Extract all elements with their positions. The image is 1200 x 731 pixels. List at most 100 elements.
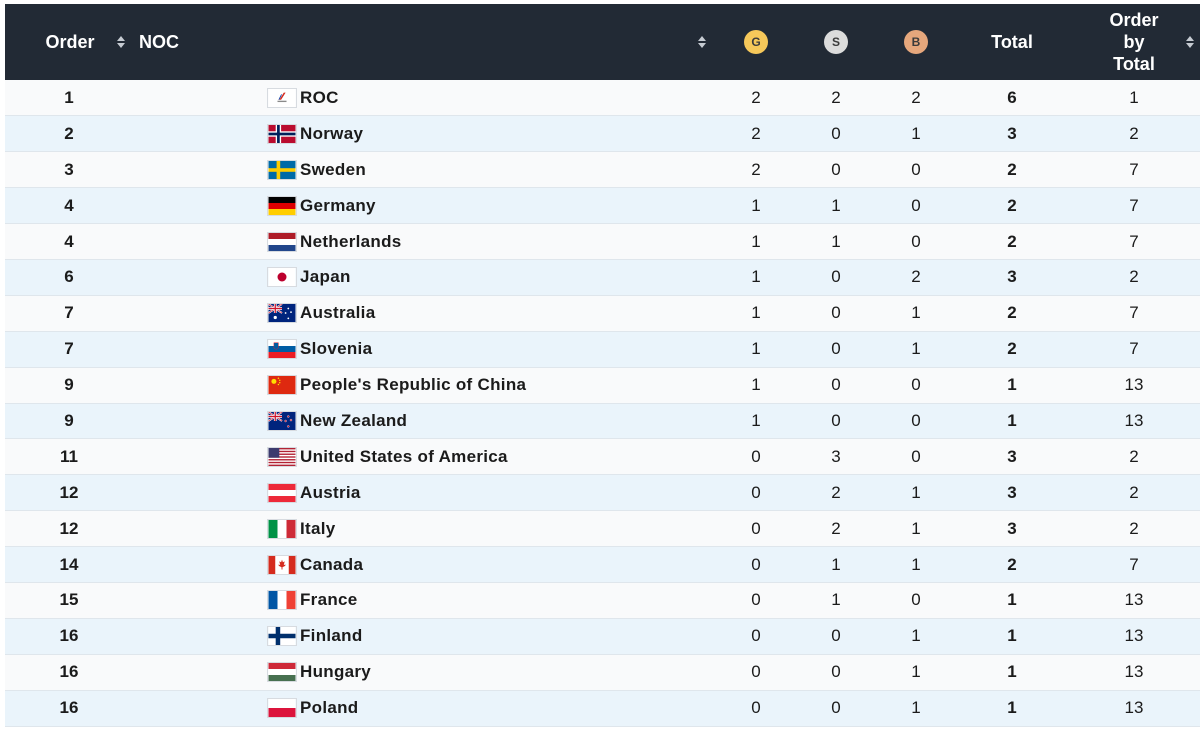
noc-cell[interactable]: Slovenia [133, 331, 716, 367]
rank-cell: 4 [64, 231, 74, 251]
noc-cell[interactable]: Australia [133, 295, 716, 331]
country-name[interactable]: Australia [300, 303, 376, 323]
country-name[interactable]: France [300, 590, 358, 610]
silver-medal-icon: S [824, 30, 848, 54]
noc-cell[interactable]: Japan [133, 259, 716, 295]
australia-flag-icon [267, 303, 297, 324]
noc-cell[interactable]: Norway [133, 116, 716, 152]
country-name[interactable]: Finland [300, 626, 363, 646]
rank-cell: 9 [64, 410, 74, 430]
total-column-header[interactable]: Total [956, 4, 1068, 80]
bronze-count-cell: 0 [911, 195, 921, 215]
country-name[interactable]: Norway [300, 123, 364, 143]
table-row: 7 Slovenia 1 0 1 2 7 [5, 331, 1200, 368]
country-name[interactable]: People's Republic of China [300, 375, 527, 395]
table-body: 1 ROC 2 2 2 6 1 2 Norway 2 0 1 3 2 3 Sweden 2 0 0 2 7 4 German… [5, 80, 1200, 727]
country-name[interactable]: Sweden [300, 159, 367, 179]
bronze-count-cell: 0 [911, 231, 921, 251]
order-by-total-cell: 7 [1129, 231, 1139, 251]
noc-cell[interactable]: Poland [133, 690, 716, 726]
noc-cell[interactable]: ROC [133, 80, 716, 116]
noc-cell[interactable]: Finland [133, 618, 716, 654]
noc-cell[interactable]: Netherlands [133, 224, 716, 260]
medal-table-container: Order NOC G S B Total [5, 4, 1200, 727]
table-row: 14 Canada 0 1 1 2 7 [5, 546, 1200, 583]
noc-cell[interactable]: Italy [133, 511, 716, 547]
rank-cell: 14 [59, 554, 79, 574]
country-name[interactable]: ROC [300, 87, 339, 107]
japan-flag-icon [267, 267, 297, 288]
gold-count-cell: 1 [751, 410, 761, 430]
noc-header-label: NOC [139, 31, 179, 52]
silver-count-cell: 0 [831, 339, 841, 359]
noc-cell[interactable]: United States of America [133, 439, 716, 475]
gold-count-cell: 0 [751, 446, 761, 466]
total-count-cell: 2 [1007, 303, 1017, 323]
order-by-total-cell: 13 [1124, 410, 1144, 430]
total-count-cell: 1 [1007, 375, 1017, 395]
rank-cell: 9 [64, 375, 74, 395]
country-name[interactable]: Austria [300, 482, 361, 502]
bronze-count-cell: 1 [911, 123, 921, 143]
noc-cell[interactable]: France [133, 582, 716, 618]
noc-cell[interactable]: Austria [133, 475, 716, 511]
rank-cell: 12 [59, 482, 79, 502]
bronze-count-cell: 1 [911, 303, 921, 323]
country-name[interactable]: United States of America [300, 446, 508, 466]
italy-flag-icon [267, 518, 297, 539]
order-by-total-cell: 2 [1129, 123, 1139, 143]
austria-flag-icon [267, 482, 297, 503]
country-name[interactable]: Poland [300, 698, 359, 718]
country-name[interactable]: New Zealand [300, 410, 408, 430]
country-name[interactable]: Japan [300, 267, 351, 287]
bronze-count-cell: 1 [911, 698, 921, 718]
silver-column-header[interactable]: S [796, 4, 876, 80]
noc-cell[interactable]: Sweden [133, 152, 716, 188]
silver-count-cell: 2 [831, 87, 841, 107]
noc-sort-icon[interactable] [698, 36, 706, 48]
order-by-total-sort-icon[interactable] [1186, 36, 1194, 48]
noc-column-header[interactable]: NOC [133, 4, 716, 80]
noc-cell[interactable]: Canada [133, 547, 716, 583]
table-row: 12 Austria 0 2 1 3 2 [5, 474, 1200, 511]
bronze-column-header[interactable]: B [876, 4, 956, 80]
rank-cell: 16 [59, 662, 79, 682]
order-column-header[interactable]: Order [5, 4, 133, 80]
silver-count-cell: 0 [831, 410, 841, 430]
france-flag-icon [267, 590, 297, 611]
country-name[interactable]: Germany [300, 195, 376, 215]
germany-flag-icon [267, 195, 297, 216]
rank-cell: 15 [59, 590, 79, 610]
noc-cell[interactable]: Germany [133, 188, 716, 224]
gold-count-cell: 0 [751, 698, 761, 718]
total-count-cell: 2 [1007, 554, 1017, 574]
table-row: 2 Norway 2 0 1 3 2 [5, 115, 1200, 152]
order-sort-icon[interactable] [117, 36, 125, 48]
noc-cell[interactable]: New Zealand [133, 403, 716, 439]
total-count-cell: 3 [1007, 267, 1017, 287]
rank-cell: 7 [64, 303, 74, 323]
rank-cell: 4 [64, 195, 74, 215]
header-row: Order NOC G S B Total [5, 4, 1200, 80]
noc-cell[interactable]: Hungary [133, 654, 716, 690]
gold-column-header[interactable]: G [716, 4, 796, 80]
country-name[interactable]: Slovenia [300, 339, 373, 359]
country-name[interactable]: Italy [300, 518, 336, 538]
silver-count-cell: 1 [831, 554, 841, 574]
table-row: 16 Poland 0 0 1 1 13 [5, 690, 1200, 727]
gold-count-cell: 0 [751, 482, 761, 502]
table-row: 3 Sweden 2 0 0 2 7 [5, 151, 1200, 188]
gold-count-cell: 0 [751, 554, 761, 574]
total-count-cell: 6 [1007, 87, 1017, 107]
rank-cell: 1 [64, 87, 74, 107]
country-name[interactable]: Canada [300, 554, 364, 574]
order-by-total-column-header[interactable]: Order by Total [1068, 4, 1200, 80]
country-name[interactable]: Netherlands [300, 231, 402, 251]
country-name[interactable]: Hungary [300, 662, 372, 682]
total-count-cell: 3 [1007, 482, 1017, 502]
gold-count-cell: 0 [751, 662, 761, 682]
gold-count-cell: 2 [751, 159, 761, 179]
silver-count-cell: 2 [831, 482, 841, 502]
noc-cell[interactable]: People's Republic of China [133, 367, 716, 403]
total-header-label: Total [991, 31, 1033, 52]
